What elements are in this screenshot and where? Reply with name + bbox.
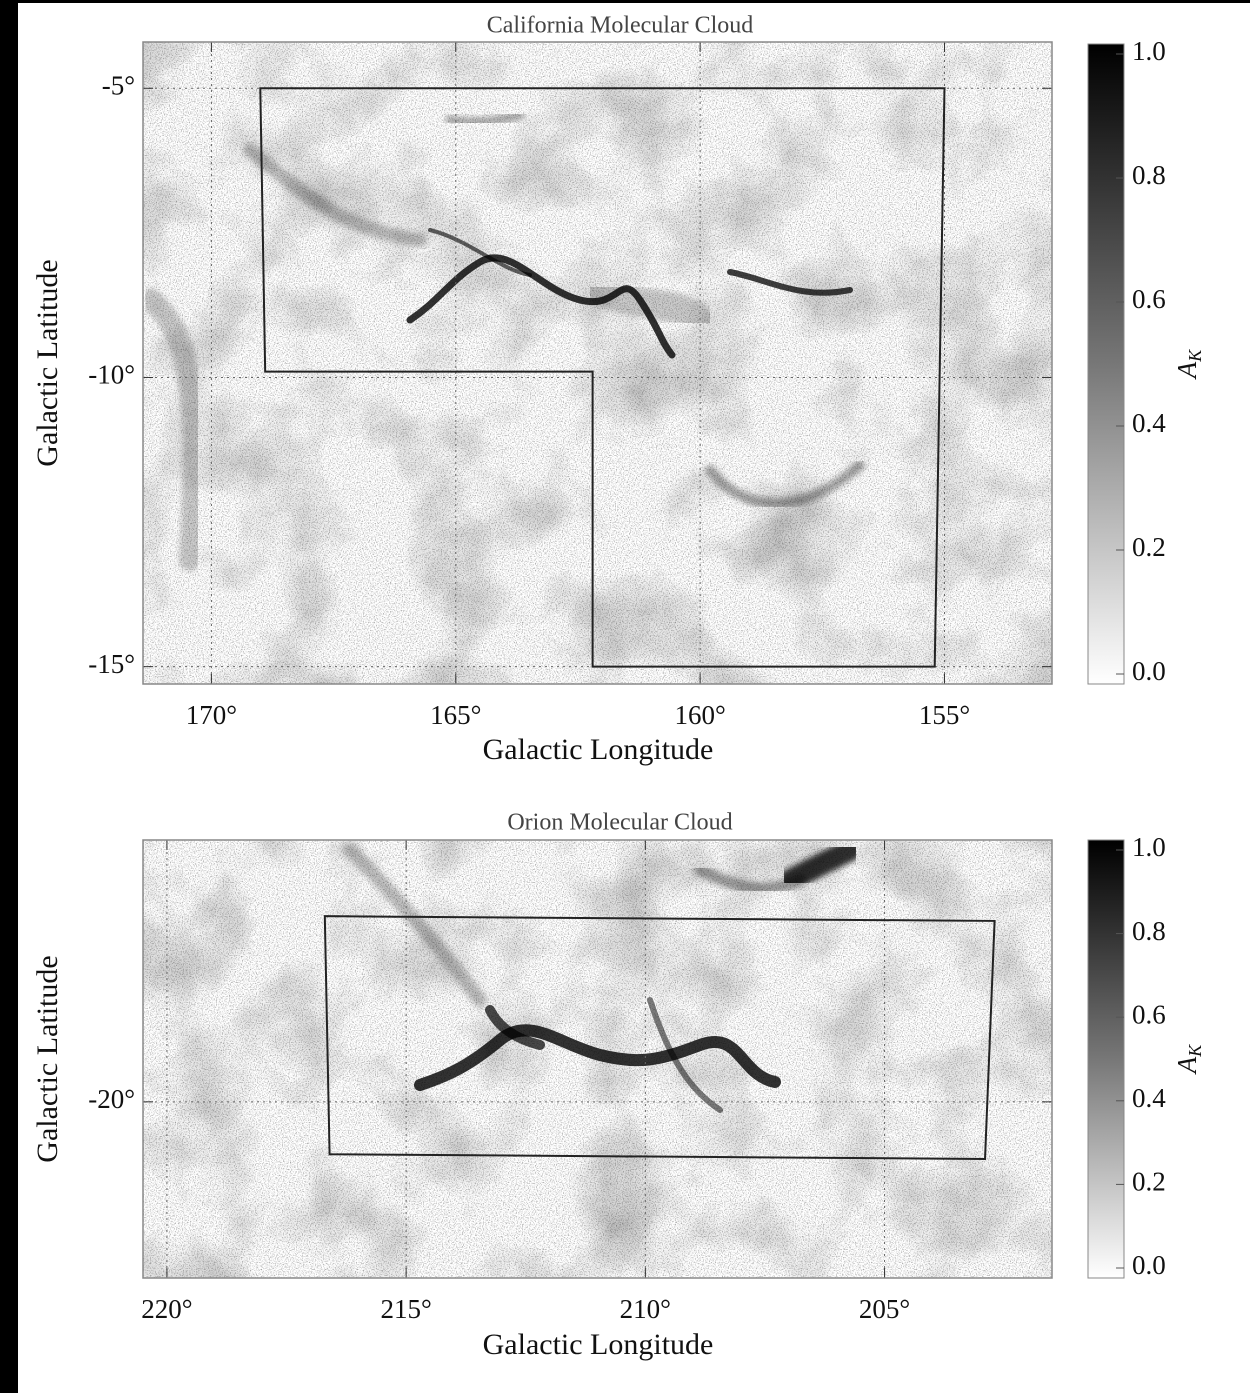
colorbar-label: AK [1172, 1044, 1205, 1076]
colorbar-label-base: A [1172, 1056, 1202, 1075]
colorbar-tick-label: 0.6 [1132, 999, 1166, 1029]
colorbar-label-sub: K [1185, 349, 1205, 363]
y-tick-label: -5° [102, 70, 135, 100]
x-tick-label: 155° [919, 700, 970, 730]
y-tick-label: -10° [88, 360, 135, 390]
colorbar-tick-label: 0.0 [1132, 656, 1166, 686]
colorbar-tick-label: 1.0 [1132, 36, 1166, 66]
colorbar [1087, 43, 1125, 685]
x-tick-label: 220° [141, 1294, 192, 1324]
chart-title: Orion Molecular Cloud [507, 810, 732, 836]
x-tick-label: 160° [674, 700, 725, 730]
x-axis-label: Galactic Longitude [483, 1328, 714, 1361]
region-outline [259, 87, 946, 668]
x-tick-label: 210° [620, 1294, 671, 1324]
colorbar-tick-label: 0.8 [1132, 160, 1166, 190]
plot-frame [142, 41, 1053, 685]
x-tick-label: 205° [859, 1294, 910, 1324]
colorbar-tick-label: 0.4 [1132, 1083, 1166, 1113]
colorbar-tick-label: 0.4 [1132, 408, 1166, 438]
colorbar-label-base: A [1172, 361, 1202, 380]
y-axis-label: Galactic Latitude [31, 955, 64, 1162]
colorbar-tick-label: 0.8 [1132, 916, 1166, 946]
colorbar [1087, 839, 1125, 1279]
x-tick-label: 165° [430, 700, 481, 730]
colorbar-tick-label: 0.2 [1132, 1167, 1166, 1197]
x-axis-label: Galactic Longitude [483, 733, 714, 766]
map-image [143, 840, 1052, 1278]
chart-title: California Molecular Cloud [487, 13, 754, 39]
y-tick-label: -15° [88, 649, 135, 679]
colorbar-label-sub: K [1185, 1044, 1205, 1058]
colorbar-tick-label: 1.0 [1132, 832, 1166, 862]
y-axis-label: Galactic Latitude [31, 259, 64, 466]
colorbar-tick-label: 0.2 [1132, 532, 1166, 562]
x-tick-label: 215° [380, 1294, 431, 1324]
plot-frame [142, 839, 1053, 1279]
colorbar-tick-label: 0.6 [1132, 284, 1166, 314]
map-image [143, 42, 1052, 684]
colorbar-label: AK [1172, 349, 1205, 381]
x-tick-label: 170° [186, 700, 237, 730]
colorbar-tick-label: 0.0 [1132, 1250, 1166, 1280]
y-tick-label: -20° [88, 1084, 135, 1114]
region-outline [323, 915, 996, 1160]
